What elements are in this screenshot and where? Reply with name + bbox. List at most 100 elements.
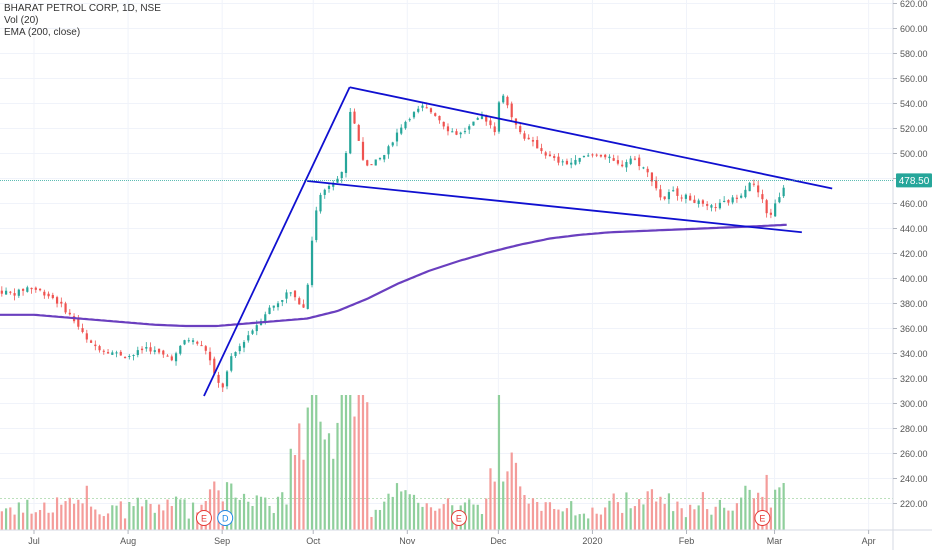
volume-bar <box>234 497 237 530</box>
event-marker[interactable] <box>450 510 467 526</box>
volume-bar <box>17 502 20 530</box>
volume-bar <box>578 514 581 530</box>
volume-bar <box>650 489 654 530</box>
grid-lines <box>0 0 893 530</box>
candle-body <box>451 131 454 133</box>
candle-body <box>391 142 394 146</box>
volume-bar <box>731 510 734 530</box>
volume-bar <box>574 515 577 530</box>
candle-body <box>429 108 433 113</box>
volume-bar <box>446 498 450 530</box>
volume-bar <box>119 501 122 530</box>
volume-bar <box>259 496 263 530</box>
volume-bar <box>344 395 348 530</box>
candle-body <box>587 155 590 157</box>
volume-bar <box>752 498 756 530</box>
candle-body <box>570 162 573 165</box>
volume-bar <box>714 506 717 530</box>
volume-bar <box>357 395 360 530</box>
ema-indicator-label[interactable]: EMA (200, close) <box>4 27 81 38</box>
volume-bar <box>468 499 471 530</box>
x-tick-label: Apr <box>862 536 876 546</box>
volume-bar <box>523 495 526 530</box>
candle-body <box>145 347 148 349</box>
candle-body <box>752 183 756 185</box>
volume-bar <box>391 496 394 530</box>
x-tick-label: Aug <box>120 536 136 546</box>
candle-body <box>315 210 318 241</box>
candle-body <box>506 96 509 106</box>
volume-bar <box>174 496 178 530</box>
event-marker[interactable] <box>217 510 234 526</box>
volume-bar <box>604 507 607 530</box>
volume-bar <box>242 493 246 530</box>
volume-bar <box>701 492 705 530</box>
y-tick-label: 520.00 <box>900 124 928 134</box>
volume-bar <box>183 499 186 530</box>
candle-body <box>574 159 577 165</box>
volume-bar <box>778 487 781 530</box>
candle-body <box>544 152 547 156</box>
candle-body <box>77 319 80 327</box>
candle-body <box>179 345 182 354</box>
x-tick-label: 2020 <box>582 536 602 546</box>
candle-body <box>119 351 122 356</box>
candle-body <box>234 352 237 356</box>
volume-bar <box>251 505 254 530</box>
candle-body <box>191 340 195 342</box>
volume-bar <box>255 495 258 530</box>
event-marker-label: E <box>456 513 462 523</box>
candle-body <box>740 195 743 198</box>
candle-body <box>408 119 411 121</box>
candle-body <box>89 340 93 343</box>
volume-bar <box>493 481 496 530</box>
volume-indicator-label[interactable]: Vol (20) <box>4 15 39 26</box>
candle-body <box>349 111 352 154</box>
candle-body <box>667 192 671 200</box>
volume-bar <box>655 501 658 530</box>
trend-lines[interactable] <box>203 86 833 397</box>
candle-body <box>183 340 186 345</box>
candle-body <box>595 154 598 156</box>
candle-body <box>672 190 675 192</box>
candle-body <box>497 102 501 132</box>
event-marker[interactable] <box>754 510 771 526</box>
candle-body <box>476 118 479 120</box>
volume-bar <box>4 508 8 530</box>
event-marker[interactable] <box>195 510 212 526</box>
volume-bar <box>106 513 110 530</box>
volume-bar <box>238 499 241 530</box>
volume-bar <box>514 462 518 530</box>
candle-body <box>519 126 522 133</box>
candle-body <box>68 312 71 315</box>
volume-bar <box>612 493 615 530</box>
candle-body <box>472 121 475 126</box>
volume-bar <box>47 512 50 530</box>
symbol-title[interactable]: BHARAT PETROL CORP, 1D, NSE <box>4 3 161 14</box>
volume-bar <box>276 496 280 530</box>
y-tick-label: 320.00 <box>900 374 928 384</box>
volume-bar <box>633 506 637 530</box>
candle-body <box>51 294 54 299</box>
volume-bar <box>387 493 390 530</box>
candle-body <box>693 199 696 203</box>
volume-bar <box>115 505 118 530</box>
volume-bar <box>519 486 522 530</box>
candle-body <box>285 292 288 299</box>
volume-bar <box>680 508 683 530</box>
volume-bar <box>64 501 67 530</box>
candle-body <box>527 137 530 140</box>
candle-body <box>446 126 450 132</box>
volume-bar <box>298 423 301 530</box>
volume-bar <box>230 483 233 530</box>
candle-body <box>55 297 59 304</box>
y-tick-label: 300.00 <box>900 399 928 409</box>
volume-bar <box>642 504 645 530</box>
candle-body <box>489 120 492 126</box>
x-tick-label: Oct <box>306 536 321 546</box>
ema-200-line <box>0 223 787 328</box>
candle-body <box>293 290 297 298</box>
